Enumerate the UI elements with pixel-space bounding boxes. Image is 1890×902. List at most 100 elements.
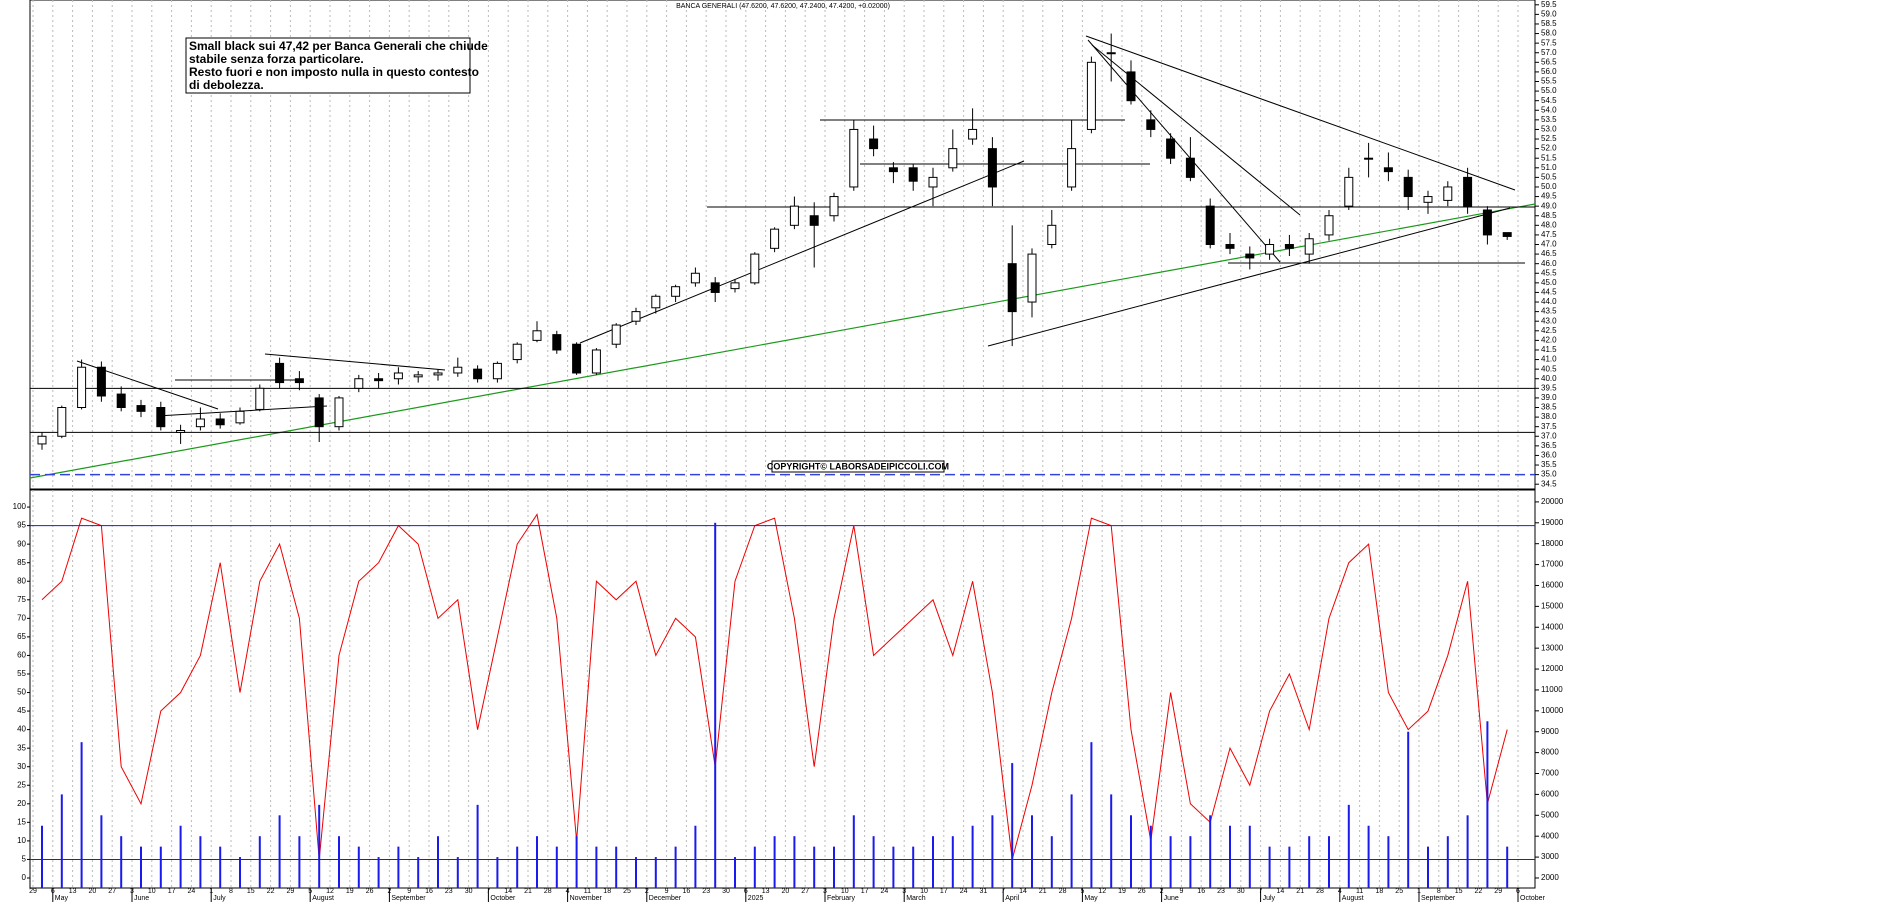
volume-bar — [476, 804, 479, 888]
x-tick-label: 2 — [645, 888, 649, 895]
volume-bar — [1308, 836, 1311, 888]
x-tick-label: 16 — [425, 888, 433, 895]
volume-bar — [1050, 836, 1053, 888]
y-tick-label: 54.0 — [1541, 105, 1557, 114]
candle-body — [1423, 196, 1433, 203]
y2-tick-label: 20000 — [1541, 497, 1564, 506]
y-tick-label: 80 — [17, 576, 26, 585]
y-tick-label: 43.5 — [1541, 307, 1557, 316]
x-tick-label: 16 — [1197, 888, 1205, 895]
x-tick-label: 7 — [1259, 888, 1263, 895]
volume-bar — [1110, 794, 1113, 888]
month-label: October — [1520, 895, 1546, 902]
x-tick-label: 15 — [247, 888, 255, 895]
y-tick-label: 47.0 — [1541, 240, 1557, 249]
x-tick-label: 11 — [584, 888, 591, 895]
volume-bar — [1506, 846, 1509, 888]
volume-bar — [654, 857, 657, 888]
y2-tick-label: 14000 — [1541, 622, 1564, 631]
y2-tick-label: 18000 — [1541, 539, 1564, 548]
candle-body — [512, 343, 522, 361]
candle-body — [433, 372, 443, 376]
candle-body — [1047, 224, 1057, 246]
y-tick-label: 38.0 — [1541, 412, 1557, 421]
volume-bar — [1268, 846, 1271, 888]
y-tick-label: 42.5 — [1541, 326, 1557, 335]
volume-bar — [1031, 815, 1033, 888]
y2-tick-label: 7000 — [1541, 769, 1559, 778]
y-tick-label: 53.5 — [1541, 115, 1557, 124]
x-tick-label: 31 — [980, 888, 988, 895]
x-tick-label: 12 — [1098, 888, 1106, 895]
volume-bar — [615, 846, 618, 888]
volume-bar — [674, 846, 677, 888]
month-label: February — [827, 895, 856, 902]
x-tick-label: 3 — [823, 888, 827, 895]
y2-tick-label: 5000 — [1541, 810, 1559, 819]
candle-body — [314, 397, 324, 428]
marks — [30, 33, 1535, 888]
x-tick-label: 3 — [130, 888, 134, 895]
volume-bar — [1011, 763, 1014, 888]
volume-bar — [437, 836, 439, 888]
x-tick-label: 7 — [1001, 888, 1005, 895]
trendline — [579, 160, 1025, 344]
month-label: 2025 — [748, 895, 764, 902]
trendline — [987, 207, 1511, 347]
candle-body — [334, 397, 344, 428]
volume-bar — [793, 836, 796, 888]
volume-bar — [278, 815, 281, 888]
x-tick-label: 29 — [29, 888, 37, 895]
candle-body — [1284, 244, 1294, 249]
y-tick-label: 100 — [13, 502, 27, 511]
volume-bar — [496, 857, 499, 888]
y2-tick-label: 3000 — [1541, 852, 1559, 861]
volume-bar — [813, 846, 816, 888]
candle-body — [730, 282, 740, 290]
candle-body — [1205, 205, 1215, 246]
y-tick-label: 35.5 — [1541, 460, 1557, 469]
x-tick-label: 14 — [1277, 888, 1285, 895]
volume-bar — [734, 857, 736, 888]
y-tick-label: 85 — [17, 558, 26, 567]
candle-body — [1502, 232, 1512, 237]
month-label: April — [1005, 895, 1019, 902]
x-tick-label: 22 — [1475, 888, 1483, 895]
volume-bar — [1130, 815, 1132, 888]
month-label: July — [1263, 895, 1276, 902]
volume-bar — [239, 857, 241, 888]
candle-body — [789, 205, 799, 226]
candle-body — [294, 378, 304, 384]
month-label: March — [906, 895, 926, 902]
indicator-panel — [29, 489, 1536, 889]
annotation: Resto fuori e non imposto nulla in quest… — [189, 65, 479, 79]
y-tick-label: 50 — [17, 688, 26, 697]
y-tick-label: 37.0 — [1541, 431, 1557, 440]
y-tick-label: 49.5 — [1541, 192, 1557, 201]
y-tick-label: 56.0 — [1541, 67, 1557, 76]
candle-body — [651, 295, 661, 309]
x-tick-label: 29 — [287, 888, 295, 895]
x-tick-label: 24 — [881, 888, 889, 895]
candle-body — [275, 362, 285, 384]
candle-body — [77, 366, 87, 408]
candle-body — [1007, 263, 1017, 313]
x-tick-label: 28 — [544, 888, 552, 895]
annotation: Small black sui 47,42 per Banca Generali… — [189, 39, 488, 53]
candle-body — [57, 407, 67, 437]
x-tick-label: 10 — [920, 888, 928, 895]
x-tick-label: 18 — [1376, 888, 1384, 895]
y2-tick-label: 16000 — [1541, 581, 1564, 590]
volume-bar — [357, 846, 360, 888]
volume-bar — [694, 825, 697, 888]
x-tick-label: 6 — [744, 888, 748, 895]
y-tick-label: 37.5 — [1541, 422, 1557, 431]
trendline — [1087, 39, 1281, 263]
x-tick-label: 25 — [1395, 888, 1403, 895]
x-tick-label: 4 — [566, 888, 570, 895]
candle-body — [849, 128, 859, 188]
candle-body — [453, 366, 463, 374]
volume-bar — [1090, 742, 1093, 888]
x-tick-label: 2 — [387, 888, 391, 895]
candle-body — [156, 407, 166, 428]
